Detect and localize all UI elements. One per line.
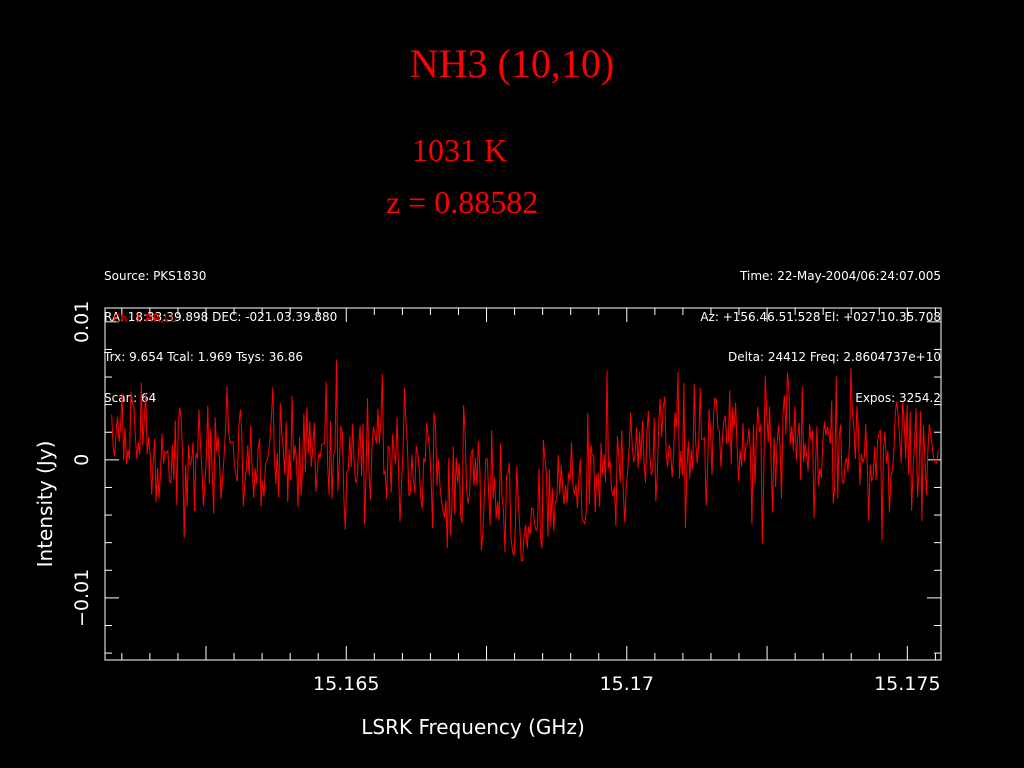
spectrum-line [111, 360, 939, 562]
y-axis-label: Intensity (Jy) [33, 441, 57, 568]
axis-ticks [105, 308, 941, 660]
header-line-delta-frequency: Delta: 24412 Freq: 2.8604737e+10 [727, 350, 941, 364]
x-axis-label: LSRK Frequency (GHz) [361, 715, 585, 739]
x-tick-label: 15.165 [313, 673, 379, 695]
x-tick-label: 15.17 [600, 673, 654, 695]
x-tick-label: 15.175 [874, 673, 940, 695]
axis-labels: 15.165 15.17 15.175 0.01 0 −0.01 LSRK Frequenc… [33, 301, 941, 739]
header-line-system-temperature: Trx: 9.654 Tcal: 1.969 Tsys: 36.86 [104, 350, 304, 364]
header-line-time: Time: 22-May-2004/06:24:07.005 [740, 269, 941, 283]
y-tick-label: 0 [71, 454, 93, 466]
header-line-exposure: Expos: 3254.2 [855, 390, 941, 405]
redshift-label: z = 0.88582 [386, 184, 539, 220]
legend-label: Ch: 1 RR,LL [113, 312, 177, 325]
observation-header-left: Source: PKS1830 RA: 18:33:39.898 DEC: -0… [104, 243, 337, 432]
header-line-azimuth-elevation: Az: +156.46.51.528 El: +027.10.35.708 [700, 309, 941, 324]
plot-border [104, 307, 942, 661]
y-tick-label: 0.01 [71, 301, 93, 343]
plot-frame [104, 307, 942, 661]
spectrum-series [111, 360, 939, 562]
temperature-label: 1031 K [412, 132, 508, 168]
header-line-source: Source: PKS1830 [104, 269, 207, 283]
header-line-scan: Scan: 64 [104, 390, 157, 405]
y-tick-label: −0.01 [71, 569, 93, 627]
slide-title: NH3 (10,10) [409, 41, 615, 86]
observation-header-right: Time: 22-May-2004/06:24:07.005 Az: +156.… [700, 243, 941, 432]
